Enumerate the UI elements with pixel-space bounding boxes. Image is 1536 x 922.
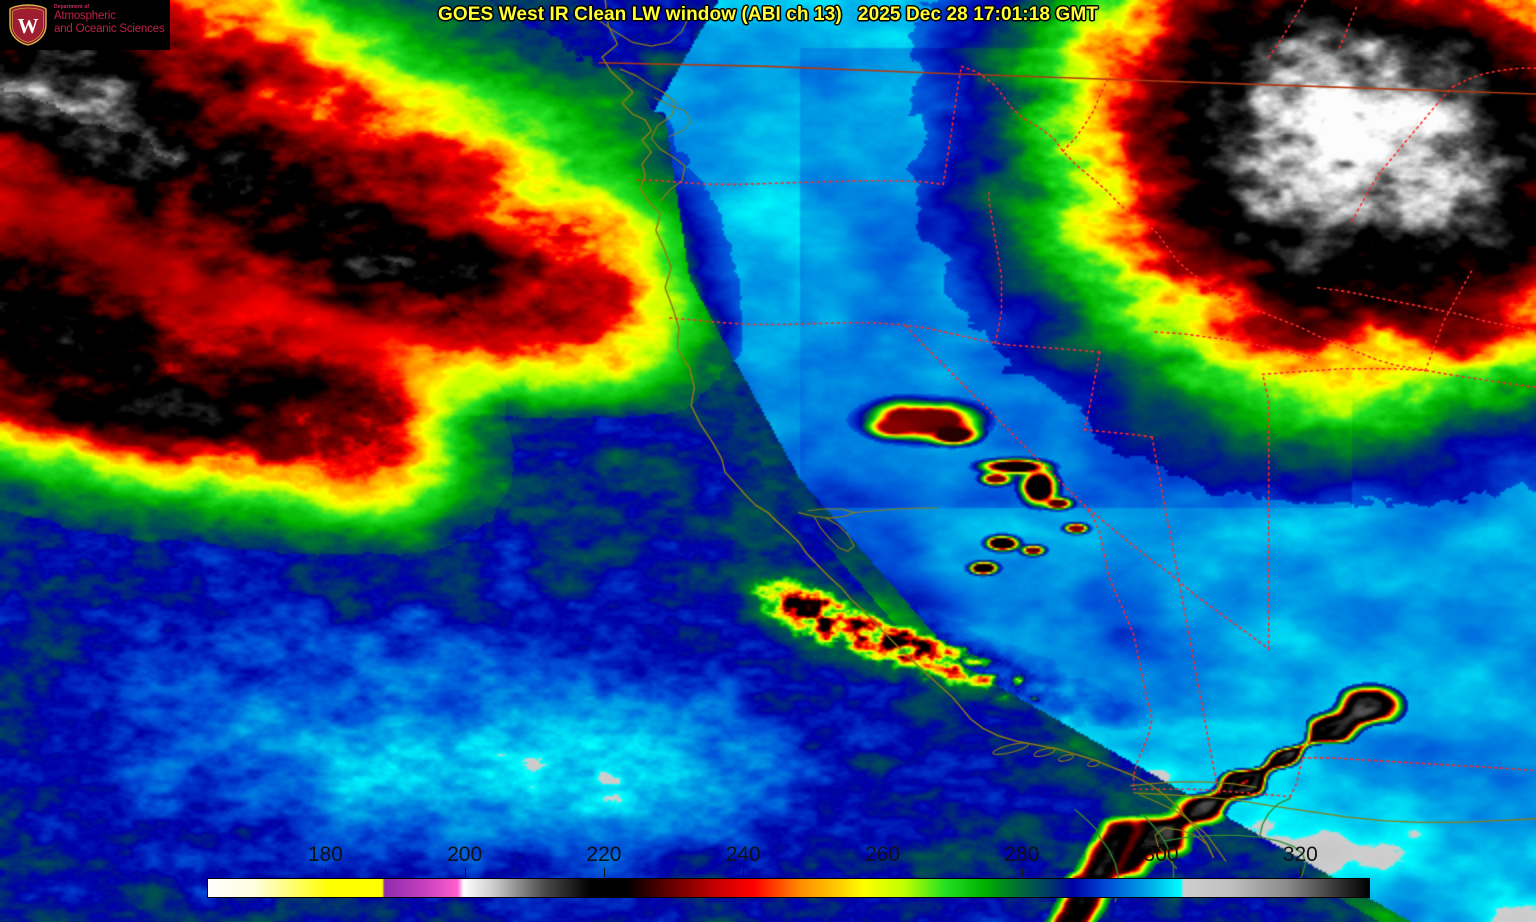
colorbar-label-200: 200 (447, 843, 483, 866)
logo-line-department: Department of (54, 4, 90, 10)
colorbar-gradient (207, 878, 1370, 898)
colorbar-label-280: 280 (1004, 843, 1040, 866)
colorbar-tick-300 (1161, 868, 1162, 877)
logo-line-atmospheric: Atmospheric (54, 10, 116, 22)
colorbar-label-220: 220 (586, 843, 622, 866)
logo-text-block: Department of Atmospheric and Oceanic Sc… (54, 4, 166, 36)
colorbar-label-240: 240 (725, 843, 761, 866)
colorbar-tick-180 (325, 868, 326, 877)
colorbar-tick-280 (1022, 868, 1023, 877)
colorbar-tick-220 (604, 868, 605, 877)
colorbar-tick-260 (883, 868, 884, 877)
colorbar-tick-320 (1300, 868, 1301, 877)
colorbar-legend: 180 200 220 240 260 280 300 320 (0, 842, 1536, 922)
colorbar-label-300: 300 (1143, 843, 1179, 866)
colorbar-tick-200 (465, 868, 466, 877)
colorbar-tick-marks (0, 868, 1536, 878)
colorbar-label-320: 320 (1282, 843, 1318, 866)
colorbar-label-260: 260 (864, 843, 901, 866)
svg-text:W: W (18, 14, 39, 38)
colorbar-tick-labels: 180 200 220 240 260 280 300 320 (0, 842, 1536, 876)
uw-crest-icon: W (6, 3, 50, 47)
colorbar-gradient-canvas (208, 879, 1369, 897)
colorbar-tick-240 (743, 868, 744, 877)
uw-aos-logo: W Department of Atmospheric and Oceanic … (0, 0, 170, 50)
colorbar-label-180: 180 (307, 843, 343, 866)
logo-line-oceanic: and Oceanic Sciences (54, 23, 165, 35)
